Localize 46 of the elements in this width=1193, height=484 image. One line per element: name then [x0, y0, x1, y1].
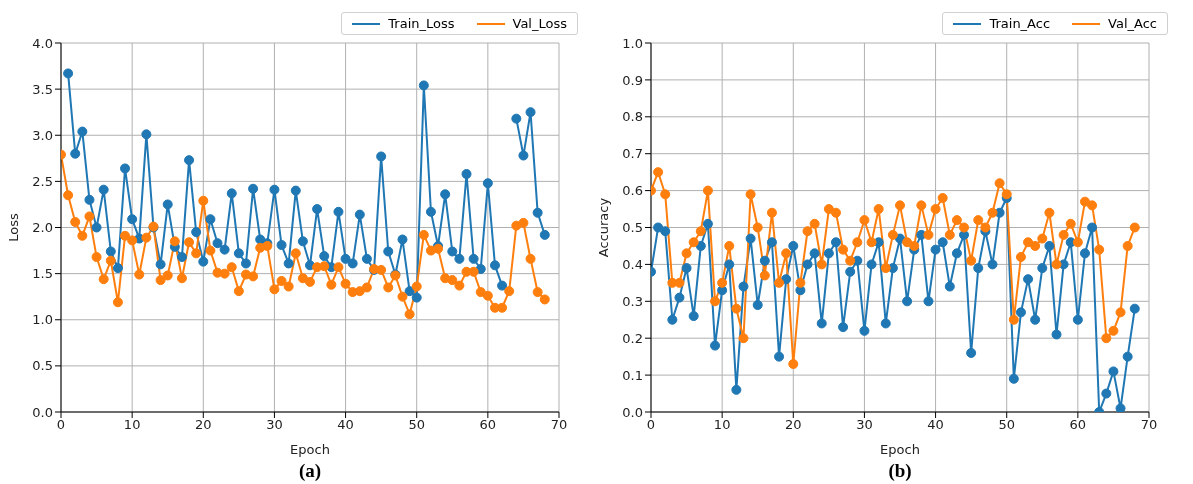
x-tick-label: 30 [856, 417, 873, 433]
y-tick-label: 0.6 [622, 183, 643, 199]
x-tick-label: 20 [785, 417, 802, 433]
x-tick-label: 10 [713, 417, 731, 433]
y-tick-label: 2.0 [32, 220, 53, 236]
x-tick-label: 70 [1140, 417, 1158, 433]
x-axis-title: Epoch [880, 442, 920, 457]
y-axis-title: Accuracy [595, 197, 611, 258]
legend-label: Val_Loss [512, 16, 567, 31]
y-tick-label: 0.3 [622, 293, 643, 309]
legend-label: Train_Loss [388, 16, 455, 31]
y-tick-label: 0.1 [622, 367, 643, 383]
legend-label: Val_Acc [1108, 16, 1157, 31]
x-tick-label: 0 [646, 417, 656, 433]
y-tick-label: 0.0 [622, 404, 643, 420]
x-tick-label: 50 [408, 417, 425, 433]
x-tick-label: 30 [266, 417, 283, 433]
y-tick-label: 3.5 [32, 81, 53, 97]
y-tick-label: 0.2 [622, 330, 643, 346]
x-tick-label: 60 [1069, 417, 1087, 433]
y-tick-label: 0.9 [622, 72, 643, 88]
x-tick-label: 70 [550, 417, 568, 433]
x-tick-label: 40 [927, 417, 944, 433]
legend-label: Train_Acc [989, 16, 1051, 31]
y-tick-label: 1.0 [622, 35, 643, 51]
y-tick-label: 1.0 [32, 312, 53, 328]
y-tick-label: 0.8 [622, 109, 643, 125]
y-tick-label: 3.0 [32, 127, 53, 143]
x-tick-label: 0 [56, 417, 66, 433]
x-tick-label: 40 [337, 417, 354, 433]
x-tick-label: 20 [195, 417, 212, 433]
y-tick-label: 0.0 [32, 404, 53, 420]
y-tick-label: 0.5 [622, 220, 643, 236]
x-tick-label: 50 [998, 417, 1015, 433]
text: (a) [297, 460, 323, 482]
y-axis-title: Loss [5, 213, 21, 242]
text: (b) [887, 460, 913, 482]
x-axis-title: Epoch [290, 442, 330, 457]
y-tick-label: 0.7 [622, 146, 643, 162]
x-tick-label: 60 [479, 417, 497, 433]
y-tick-label: 0.5 [32, 358, 53, 374]
y-tick-label: 4.0 [32, 35, 53, 51]
y-tick-label: 0.4 [622, 257, 643, 273]
x-tick-label: 10 [123, 417, 141, 433]
y-tick-label: 2.5 [32, 173, 53, 189]
y-tick-label: 1.5 [32, 266, 53, 282]
